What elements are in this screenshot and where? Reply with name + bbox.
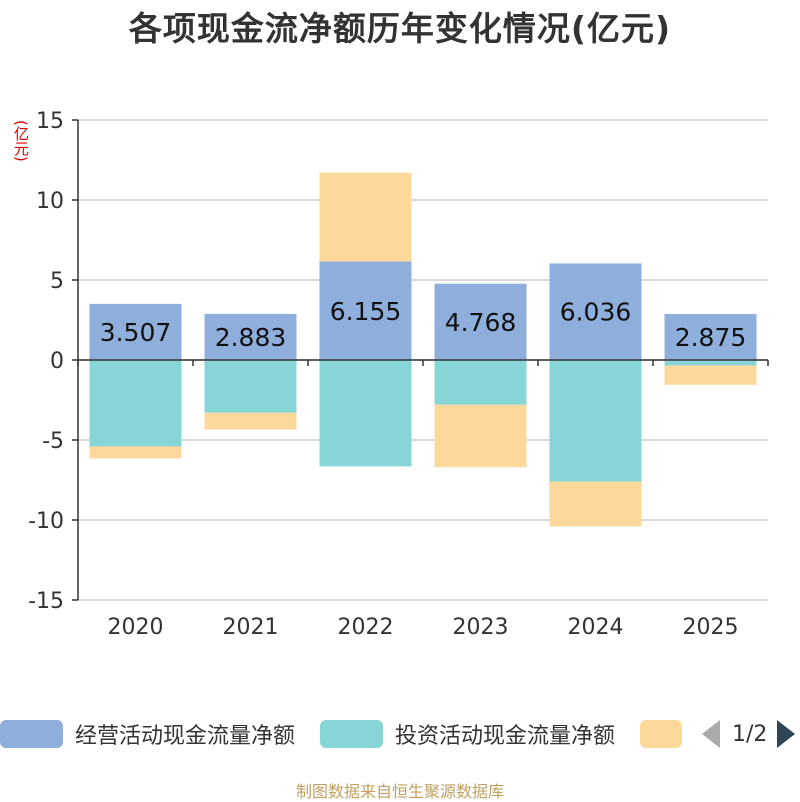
legend-item-financing[interactable]: [640, 716, 682, 752]
bar-2020-series-2: [89, 446, 182, 459]
y-tick-label: 5: [50, 269, 64, 294]
legend-item-investing[interactable]: 投资活动现金流量净额: [320, 716, 615, 752]
legend-item-operating[interactable]: 经营活动现金流量净额: [0, 716, 295, 752]
bar-2020-series-0: [89, 303, 182, 360]
bar-value-label-2023: 4.768: [445, 308, 517, 337]
bar-2025-series-1: [664, 360, 757, 366]
legend-label-investing: 投资活动现金流量净额: [395, 724, 616, 749]
y-tick-label: 10: [36, 189, 64, 214]
legend-pager: 1/2: [702, 716, 796, 752]
legend-label-operating: 经营活动现金流量净额: [75, 724, 296, 749]
y-tick-label: -10: [28, 509, 64, 534]
legend: 经营活动现金流量净额 投资活动现金流量净额 1/2: [0, 716, 800, 756]
bar-2024-series-2: [549, 481, 642, 527]
bar-value-label-2021: 2.883: [215, 323, 287, 352]
x-tick-label: 2022: [338, 615, 394, 640]
x-tick-label: 2024: [568, 615, 624, 640]
bar-2020-series-1: [89, 360, 182, 447]
bar-2025-series-2: [664, 365, 757, 385]
y-axis-unit-label: (亿元): [12, 120, 30, 162]
bar-2023-series-1: [434, 360, 527, 405]
bar-2023-series-0: [434, 283, 527, 360]
bar-2022-series-0: [319, 261, 412, 360]
bar-2024-series-0: [549, 263, 642, 360]
y-tick-label: -15: [28, 589, 64, 614]
legend-prev-page-icon[interactable]: [702, 720, 720, 748]
y-tick-label: -5: [42, 429, 64, 454]
bar-2025-series-0: [664, 314, 757, 360]
x-tick-label: 2021: [223, 615, 279, 640]
legend-swatch-investing: [320, 720, 383, 748]
bar-2021-series-2: [204, 412, 297, 430]
legend-swatch-operating: [0, 720, 63, 748]
source-footer: 制图数据来自恒生聚源数据库: [295, 782, 504, 801]
legend-next-page-icon[interactable]: [777, 720, 796, 748]
y-tick-label: 0: [50, 349, 64, 374]
bar-2021-series-0: [204, 313, 297, 360]
bar-value-label-2020: 3.507: [100, 318, 172, 347]
bar-2023-series-2: [434, 404, 527, 468]
bar-value-label-2022: 6.155: [330, 297, 402, 326]
x-tick-label: 2020: [108, 615, 164, 640]
chart-title: 各项现金流净额历年变化情况(亿元): [128, 9, 672, 48]
bar-value-label-2024: 6.036: [560, 298, 632, 327]
bar-value-label-2025: 2.875: [675, 323, 747, 352]
x-tick-label: 2025: [683, 615, 739, 640]
bar-2021-series-1: [204, 360, 297, 413]
bar-2024-series-1: [549, 360, 642, 482]
legend-page-indicator: 1/2: [732, 721, 768, 747]
x-tick-label: 2023: [453, 615, 509, 640]
bar-2022-series-1: [319, 360, 412, 467]
stacked-bar-chart: 15 10 5 0 -5 -10 -15 3.507 2.883 6.155 4.768 6.036 2…: [28, 109, 769, 640]
legend-swatch-financing: [640, 720, 682, 748]
y-tick-label: 15: [36, 109, 64, 134]
bar-2022-series-2: [319, 172, 412, 262]
